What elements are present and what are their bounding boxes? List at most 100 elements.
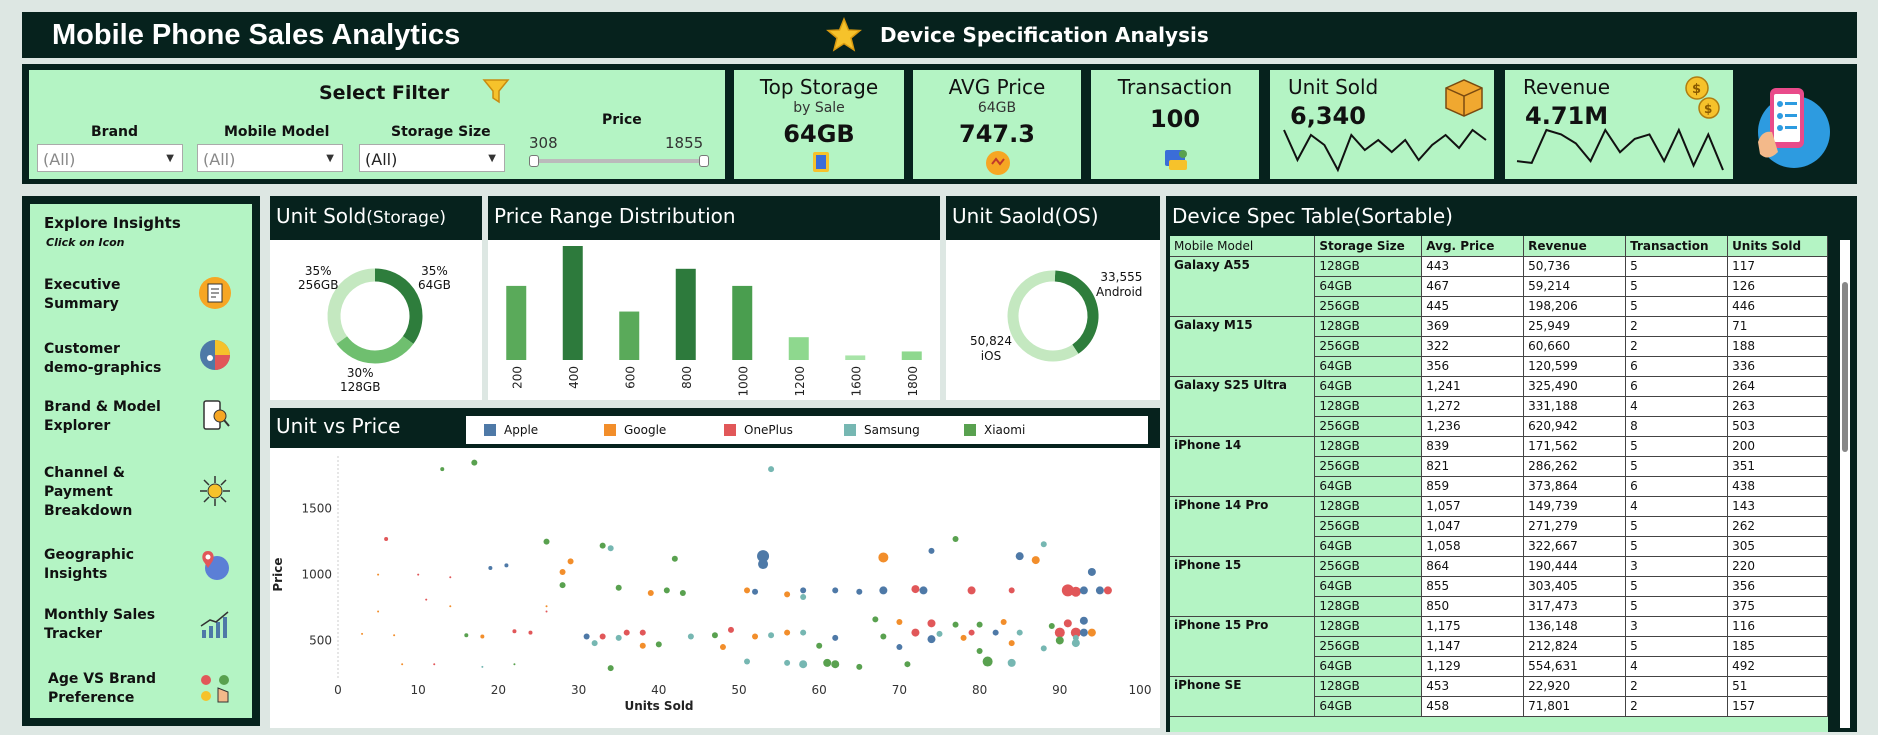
scatter-point[interactable] bbox=[440, 467, 445, 472]
scatter-point[interactable] bbox=[1103, 586, 1112, 595]
scatter-point[interactable] bbox=[655, 641, 662, 648]
scatter-point[interactable] bbox=[928, 547, 935, 554]
spec-table-scroll-thumb[interactable] bbox=[1842, 282, 1848, 452]
price-bar-1800[interactable] bbox=[901, 351, 922, 360]
scatter-point[interactable] bbox=[936, 630, 943, 637]
table-row[interactable]: Galaxy M15 128GB 369 25,949 2 71 bbox=[1170, 316, 1828, 377]
price-bar-800[interactable] bbox=[675, 268, 696, 360]
scatter-point[interactable] bbox=[744, 658, 751, 665]
donut-slice-1[interactable] bbox=[1007, 270, 1079, 362]
scatter-point[interactable] bbox=[639, 629, 646, 636]
scatter-point[interactable] bbox=[800, 587, 807, 594]
geographic-insights-icon[interactable] bbox=[198, 548, 232, 582]
scatter-point[interactable] bbox=[417, 573, 420, 576]
scatter-point[interactable] bbox=[799, 660, 808, 669]
table-row[interactable]: 256GB 1,147 212,824 5 185 bbox=[1170, 636, 1828, 657]
scatter-point[interactable] bbox=[823, 658, 832, 667]
scatter-point[interactable] bbox=[896, 644, 903, 651]
scatter-point[interactable] bbox=[832, 634, 839, 641]
table-row[interactable]: 64GB 1,129 554,631 4 492 bbox=[1170, 656, 1828, 677]
scatter-point[interactable] bbox=[1079, 616, 1088, 625]
scatter-point[interactable] bbox=[393, 634, 396, 637]
scatter-point[interactable] bbox=[800, 593, 807, 600]
scatter-point[interactable] bbox=[1031, 556, 1040, 565]
scatter-point[interactable] bbox=[968, 629, 975, 636]
scatter-point[interactable] bbox=[1079, 586, 1088, 595]
scatter-point[interactable] bbox=[911, 628, 920, 637]
scatter-point[interactable] bbox=[719, 644, 726, 651]
scatter-point[interactable] bbox=[607, 665, 614, 672]
table-header-cell[interactable]: Mobile Model bbox=[1170, 236, 1316, 257]
scatter-point[interactable] bbox=[768, 466, 775, 473]
table-row[interactable]: iPhone 14 Pro 128GB 1,057 149,739 4 143 bbox=[1170, 496, 1828, 557]
scatter-point[interactable] bbox=[752, 633, 759, 640]
scatter-point[interactable] bbox=[911, 585, 920, 594]
scatter-point[interactable] bbox=[952, 621, 959, 628]
scatter-point[interactable] bbox=[784, 659, 791, 666]
channel-payment-icon[interactable] bbox=[198, 474, 232, 508]
scatter-point[interactable] bbox=[784, 591, 791, 598]
scatter-point[interactable] bbox=[361, 632, 364, 635]
scatter-point[interactable] bbox=[816, 642, 823, 649]
scatter-point[interactable] bbox=[1016, 629, 1023, 636]
legend-item-xiaomi[interactable]: Xiaomi bbox=[964, 423, 1066, 437]
scatter-point[interactable] bbox=[758, 559, 769, 570]
brand-model-explorer-icon[interactable] bbox=[198, 398, 232, 432]
price-slider-min-handle[interactable] bbox=[529, 155, 539, 167]
price-bar-1200[interactable] bbox=[788, 337, 809, 360]
table-row[interactable]: iPhone 14 128GB 839 171,562 5 200 bbox=[1170, 436, 1828, 497]
scatter-point[interactable] bbox=[1015, 552, 1024, 561]
scatter-point[interactable] bbox=[872, 616, 879, 623]
scatter-point[interactable] bbox=[831, 660, 840, 669]
table-row[interactable]: 64GB 859 373,864 6 438 bbox=[1170, 476, 1828, 497]
table-row[interactable]: 128GB 1,272 331,188 4 263 bbox=[1170, 396, 1828, 417]
scatter-point[interactable] bbox=[878, 552, 889, 563]
scatter-point[interactable] bbox=[583, 633, 590, 640]
table-row[interactable]: 256GB 1,236 620,942 8 503 bbox=[1170, 416, 1828, 437]
scatter-point[interactable] bbox=[545, 610, 548, 613]
scatter-point[interactable] bbox=[1040, 541, 1047, 548]
scatter-point[interactable] bbox=[401, 663, 404, 666]
donut-slice-0[interactable] bbox=[374, 268, 423, 344]
scatter-point[interactable] bbox=[976, 621, 983, 628]
table-row[interactable]: Galaxy S25 Ultra 64GB 1,241 325,490 6 264 bbox=[1170, 376, 1828, 437]
nav-item-geographic-insights[interactable]: Geographic Insights bbox=[44, 547, 135, 582]
scatter-point[interactable] bbox=[607, 545, 614, 552]
nav-item-age-brand[interactable]: Age VS Brand Preference bbox=[48, 671, 157, 706]
scatter-point[interactable] bbox=[481, 665, 484, 668]
scatter-point[interactable] bbox=[647, 590, 654, 597]
table-header-cell[interactable]: Units Sold bbox=[1727, 236, 1828, 257]
price-bar-1600[interactable] bbox=[845, 355, 866, 360]
scatter-point[interactable] bbox=[1095, 586, 1104, 595]
scatter-point[interactable] bbox=[919, 586, 928, 595]
scatter-point[interactable] bbox=[711, 632, 718, 639]
scatter-point[interactable] bbox=[896, 619, 903, 626]
legend-item-apple[interactable]: Apple bbox=[484, 423, 586, 437]
nav-item-customer-demographics[interactable]: Customer demo-graphics bbox=[44, 341, 162, 376]
scatter-point[interactable] bbox=[1054, 627, 1065, 638]
scatter-point[interactable] bbox=[1007, 658, 1016, 667]
price-slider-max-handle[interactable] bbox=[699, 155, 709, 167]
scatter-point[interactable] bbox=[559, 582, 566, 589]
donut-slice-1[interactable] bbox=[336, 336, 414, 364]
scatter-point[interactable] bbox=[800, 629, 807, 636]
scatter-point[interactable] bbox=[982, 656, 993, 667]
table-row[interactable]: 64GB 1,058 322,667 5 305 bbox=[1170, 536, 1828, 557]
scatter-point[interactable] bbox=[663, 587, 670, 594]
scatter-point[interactable] bbox=[1063, 619, 1072, 628]
table-row[interactable]: iPhone 15 256GB 864 190,444 3 220 bbox=[1170, 556, 1828, 617]
nav-item-brand-model-explorer[interactable]: Brand & Model Explorer bbox=[44, 399, 161, 434]
price-slider-track[interactable] bbox=[533, 159, 705, 163]
nav-item-monthly-sales[interactable]: Monthly Sales Tracker bbox=[44, 607, 156, 642]
legend-item-oneplus[interactable]: OnePlus bbox=[724, 423, 826, 437]
table-row[interactable]: 256GB 322 60,660 2 188 bbox=[1170, 336, 1828, 357]
table-row[interactable]: 128GB 850 317,473 5 375 bbox=[1170, 596, 1828, 617]
scatter-point[interactable] bbox=[1048, 622, 1055, 629]
scatter-point[interactable] bbox=[727, 626, 734, 633]
executive-summary-icon[interactable] bbox=[198, 276, 232, 310]
scatter-point[interactable] bbox=[880, 633, 887, 640]
table-row[interactable]: 256GB 1,047 271,279 5 262 bbox=[1170, 516, 1828, 537]
scatter-point[interactable] bbox=[599, 542, 606, 549]
table-row[interactable]: 256GB 445 198,206 5 446 bbox=[1170, 296, 1828, 317]
nav-item-channel-payment[interactable]: Channel & Payment Breakdown bbox=[44, 465, 133, 519]
